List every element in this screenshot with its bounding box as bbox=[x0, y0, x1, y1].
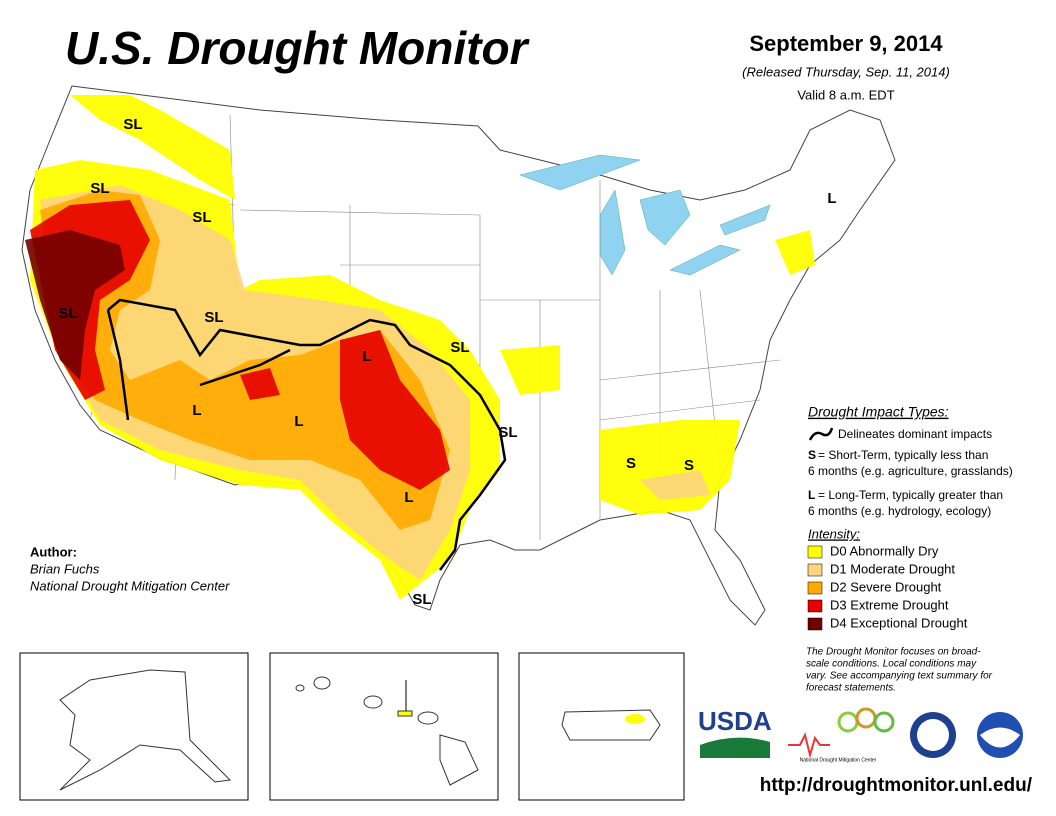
impact-label: SL bbox=[192, 209, 211, 226]
impact-label: L bbox=[362, 348, 371, 365]
valid: Valid 8 a.m. EDT bbox=[797, 87, 894, 102]
drought-area bbox=[625, 714, 645, 724]
impact-line-text: Delineates dominant impacts bbox=[838, 427, 992, 441]
drought-area bbox=[500, 345, 560, 395]
note: The Drought Monitor focuses on broad-sca… bbox=[806, 647, 993, 694]
legend-label: D1 Moderate Drought bbox=[830, 561, 955, 576]
usda-swoosh bbox=[700, 737, 770, 758]
url: http://droughtmonitor.unl.edu/ bbox=[760, 775, 1033, 796]
short-key: S bbox=[808, 448, 816, 462]
legend-label: D0 Abnormally Dry bbox=[830, 543, 939, 558]
legend-swatch bbox=[807, 563, 823, 577]
drought-area bbox=[640, 470, 710, 500]
impact-lines bbox=[106, 298, 507, 571]
long-key: L bbox=[808, 488, 815, 502]
legend-label: D2 Severe Drought bbox=[830, 579, 942, 594]
ndmc-text: National Drought Mitigation Center bbox=[800, 757, 877, 763]
impact-label: SL bbox=[123, 116, 142, 133]
impact-title: Drought Impact Types: bbox=[808, 404, 949, 420]
legend-swatch bbox=[807, 599, 823, 613]
legend-swatch bbox=[807, 545, 823, 559]
legend-swatch bbox=[807, 581, 823, 595]
date: September 9, 2014 bbox=[749, 31, 943, 56]
long-text: 6 months (e.g. hydrology, ecology) bbox=[808, 504, 991, 518]
drought-area bbox=[340, 330, 450, 490]
drought-area bbox=[240, 368, 280, 400]
legend-swatch bbox=[807, 617, 823, 631]
impact-label: SL bbox=[412, 591, 431, 608]
note-line: vary. See accompanying text summary for bbox=[806, 671, 993, 682]
impact-line-key bbox=[808, 427, 834, 441]
puerto-rico bbox=[561, 709, 661, 741]
impact-label: SL bbox=[498, 424, 517, 441]
noaa-bird bbox=[980, 727, 1020, 748]
author-org: National Drought Mitigation Center bbox=[30, 578, 230, 593]
author-heading: Author: bbox=[30, 544, 77, 559]
commerce-seal-inner bbox=[917, 719, 949, 751]
short-text: = Short-Term, typically less than bbox=[818, 448, 988, 462]
impact-label: L bbox=[404, 489, 413, 506]
author-name: Brian Fuchs bbox=[30, 561, 100, 576]
legend-label: D4 Exceptional Drought bbox=[830, 615, 968, 630]
impact-label: S bbox=[684, 457, 694, 474]
ndmc-trees bbox=[837, 707, 895, 733]
hawaii bbox=[295, 676, 479, 786]
impact-label: L bbox=[192, 402, 201, 419]
released: (Released Thursday, Sep. 11, 2014) bbox=[742, 64, 950, 79]
usda-logo: USDA bbox=[698, 706, 772, 736]
logos: USDA National Drought Mitigation Center bbox=[698, 706, 1023, 763]
note-line: forecast statements. bbox=[806, 683, 896, 694]
note-line: scale conditions. Local conditions may bbox=[806, 659, 977, 670]
drought-area bbox=[600, 420, 740, 515]
impact-line bbox=[199, 348, 291, 387]
drought-area bbox=[70, 95, 235, 200]
long-text: = Long-Term, typically greater than bbox=[818, 488, 1003, 502]
note-line: The Drought Monitor focuses on broad- bbox=[806, 647, 981, 658]
intensity-title: Intensity: bbox=[808, 526, 860, 541]
drought-area bbox=[40, 190, 450, 530]
short-text: 6 months (e.g. agriculture, grasslands) bbox=[808, 464, 1013, 478]
drought-area bbox=[775, 230, 815, 275]
impact-label: L bbox=[827, 190, 836, 207]
legend-label: D3 Extreme Drought bbox=[830, 597, 949, 612]
legend: Drought Impact Types: Delineates dominan… bbox=[807, 404, 1013, 631]
alaska bbox=[59, 669, 232, 791]
drought-areas bbox=[25, 95, 815, 600]
impact-line bbox=[107, 298, 507, 571]
impact-label: S bbox=[626, 455, 636, 472]
impact-label: SL bbox=[450, 339, 469, 356]
impact-line bbox=[106, 309, 130, 421]
impact-label: SL bbox=[90, 180, 109, 197]
drought-area bbox=[25, 230, 125, 380]
impact-label: SL bbox=[58, 305, 77, 322]
impact-label: L bbox=[294, 413, 303, 430]
impact-labels: SLSLSLSLSLLSLLLSLLSLSSLLSL bbox=[58, 116, 836, 730]
title: U.S. Drought Monitor bbox=[65, 22, 530, 74]
great-lakes bbox=[519, 154, 771, 276]
impact-label: SL bbox=[204, 309, 223, 326]
ndmc-line bbox=[788, 732, 830, 759]
